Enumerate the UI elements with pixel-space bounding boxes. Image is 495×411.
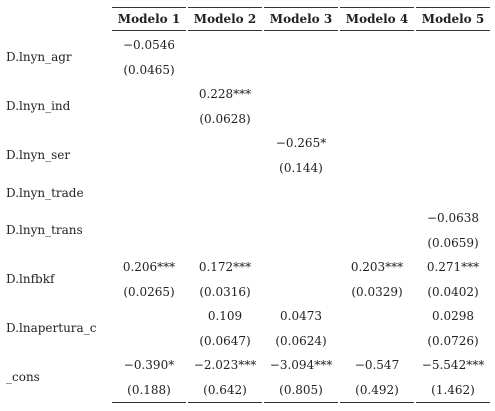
rule (112, 30, 186, 31)
coefficient: −2.023*** (193, 358, 257, 372)
rule (264, 7, 338, 8)
standard-error: (0.0316) (199, 285, 251, 299)
coefficient: −0.265* (275, 136, 327, 150)
standard-error: (0.0624) (275, 334, 327, 348)
coefficient: −0.390* (123, 358, 175, 372)
coefficient: 0.228*** (198, 87, 252, 101)
rule (416, 7, 490, 8)
standard-error: (0.0628) (199, 112, 251, 126)
coefficient: 0.109 (207, 309, 243, 323)
standard-error: (0.0647) (199, 334, 251, 348)
rule (340, 7, 414, 8)
standard-error: (0.0265) (123, 285, 175, 299)
coefficient: −3.094*** (269, 358, 333, 372)
coefficient: 0.203*** (350, 260, 404, 274)
column-header: Modelo 5 (421, 12, 485, 26)
rule (188, 402, 262, 403)
rule (264, 30, 338, 31)
rule (112, 7, 186, 8)
rule (188, 30, 262, 31)
row-label: D.lnapertura_c (6, 321, 97, 335)
standard-error: (0.0329) (351, 285, 403, 299)
row-label: D.lnyn_ind (6, 99, 71, 113)
standard-error: (0.805) (279, 383, 323, 397)
coefficient: −0.0638 (426, 211, 480, 225)
column-header: Modelo 1 (117, 12, 181, 26)
rule (264, 402, 338, 403)
column-header: Modelo 4 (345, 12, 409, 26)
row-label: D.lnyn_agr (6, 50, 72, 64)
coefficient: −5.542*** (421, 358, 485, 372)
coefficient: 0.0473 (280, 309, 322, 323)
row-label: D.lnyn_trade (6, 186, 84, 200)
row-label: _cons (6, 370, 40, 384)
standard-error: (1.462) (431, 383, 475, 397)
coefficient: 0.271*** (426, 260, 480, 274)
standard-error: (0.144) (279, 161, 323, 175)
rule (340, 402, 414, 403)
rule (112, 402, 186, 403)
column-header: Modelo 2 (193, 12, 257, 26)
standard-error: (0.0726) (427, 334, 479, 348)
row-label: D.lnyn_ser (6, 148, 71, 162)
rule (340, 30, 414, 31)
coefficient: 0.206*** (122, 260, 176, 274)
rule (188, 7, 262, 8)
coefficient: 0.0298 (432, 309, 474, 323)
standard-error: (0.492) (355, 383, 399, 397)
standard-error: (0.0659) (427, 236, 479, 250)
standard-error: (0.642) (203, 383, 247, 397)
coefficient: −0.547 (354, 358, 400, 372)
rule (416, 402, 490, 403)
rule (416, 30, 490, 31)
standard-error: (0.0402) (427, 285, 479, 299)
row-label: D.lnyn_trans (6, 223, 83, 237)
standard-error: (0.0465) (123, 63, 175, 77)
coefficient: 0.172*** (198, 260, 252, 274)
column-header: Modelo 3 (269, 12, 333, 26)
standard-error: (0.188) (127, 383, 171, 397)
coefficient: −0.0546 (122, 38, 176, 52)
row-label: D.lnfbkf (6, 272, 55, 286)
